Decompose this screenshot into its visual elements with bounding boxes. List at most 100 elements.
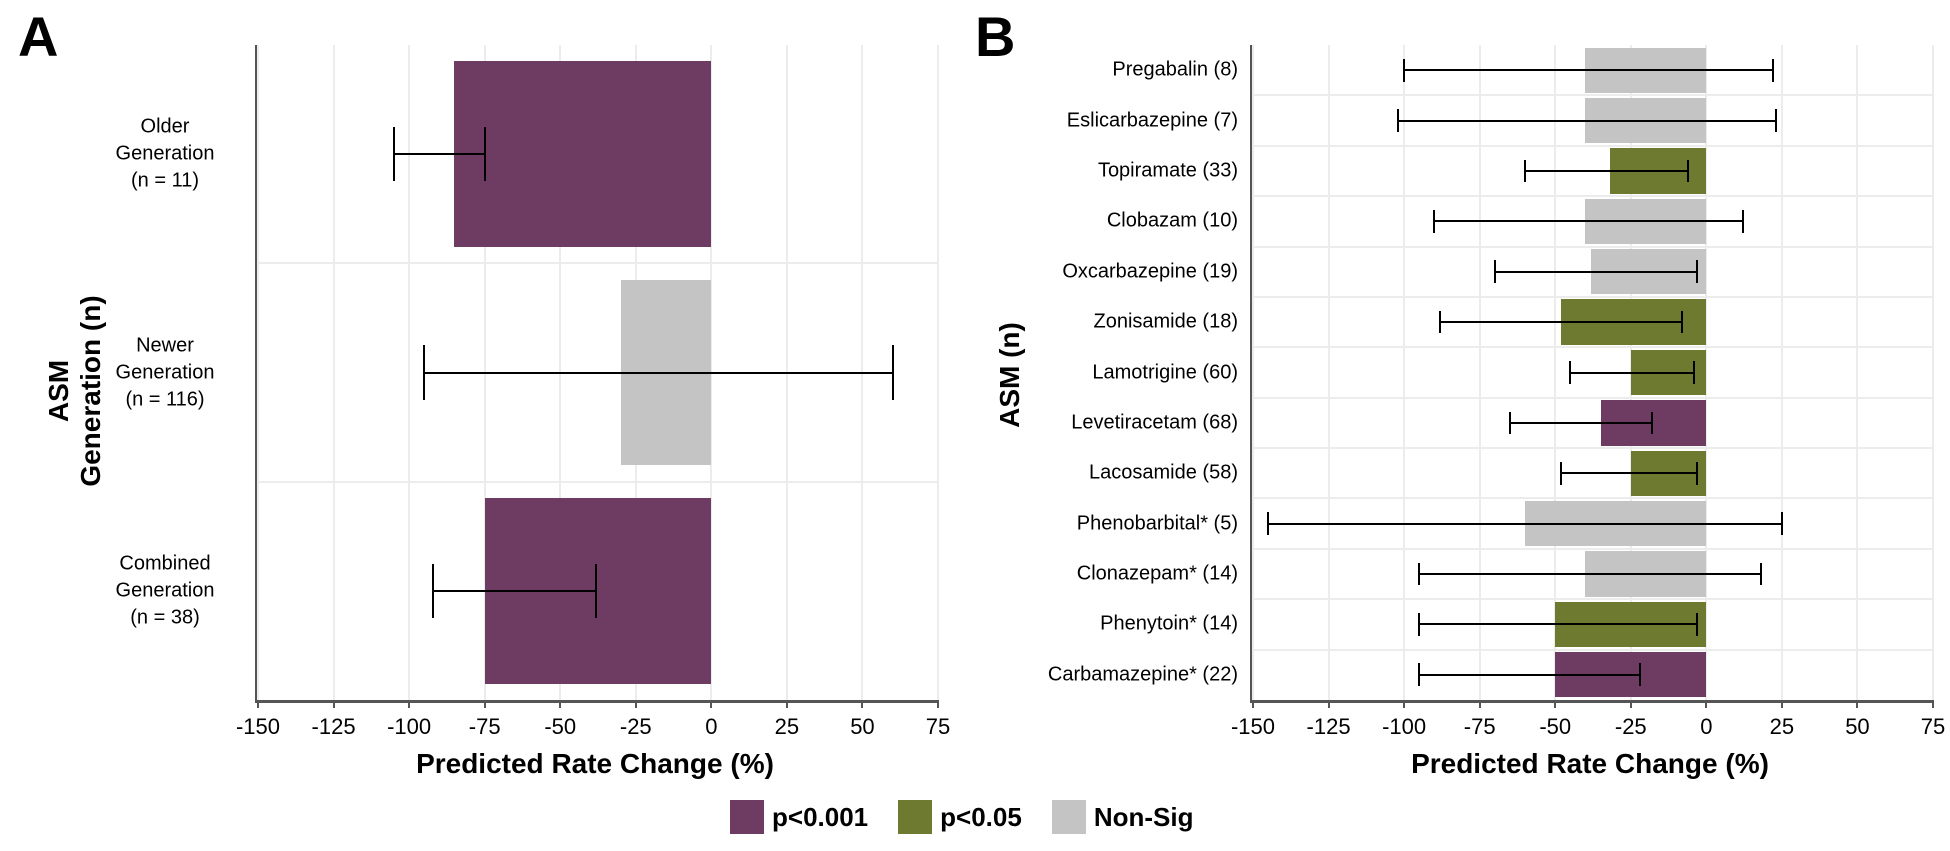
y-label: Clonazepam* (14) [1038, 563, 1238, 586]
gridline [1403, 45, 1405, 700]
y-label: Oxcarbazepine (19) [1038, 260, 1238, 283]
error-cap [393, 127, 395, 182]
y-label: NewerGeneration(n = 116) [95, 332, 235, 413]
error-cap [1681, 311, 1683, 334]
error-cap [1775, 109, 1777, 132]
error-bar [1419, 573, 1761, 575]
legend-label: p<0.001 [772, 802, 868, 833]
error-cap [1781, 512, 1783, 535]
gridline [1932, 45, 1934, 700]
figure: A B -150-125-100-75-50-250255075 -150-12… [0, 0, 1950, 851]
legend-item: Non-Sig [1052, 800, 1194, 834]
error-cap [432, 564, 434, 619]
error-cap [1696, 462, 1698, 485]
gridline [1253, 94, 1933, 96]
tick [1932, 700, 1934, 708]
xtick-label: -75 [1464, 714, 1496, 740]
gridline [1781, 45, 1783, 700]
xtick-label: -100 [1382, 714, 1426, 740]
y-label: Phenobarbital* (5) [1038, 512, 1238, 535]
error-cap [423, 345, 425, 400]
gridline [1253, 447, 1933, 449]
y-label: Eslicarbazepine (7) [1038, 109, 1238, 132]
tick [1328, 700, 1330, 708]
gridline [333, 45, 335, 700]
gridline [1253, 649, 1933, 651]
error-bar [1419, 623, 1697, 625]
error-cap [1651, 412, 1653, 435]
panel-a-plot: -150-125-100-75-50-250255075 [255, 45, 938, 703]
gridline [937, 45, 939, 700]
error-bar [1561, 472, 1697, 474]
tick [1554, 700, 1556, 708]
gridline [1253, 598, 1933, 600]
gridline [1253, 296, 1933, 298]
error-bar [1404, 69, 1773, 71]
y-label: Topiramate (33) [1038, 159, 1238, 182]
tick [1403, 700, 1405, 708]
error-bar [1398, 120, 1776, 122]
error-cap [1639, 663, 1641, 686]
y-label: OlderGeneration(n = 11) [95, 114, 235, 195]
legend-item: p<0.001 [730, 800, 868, 834]
tick [937, 700, 939, 708]
gridline [1328, 45, 1330, 700]
error-cap [1569, 361, 1571, 384]
gridline [1856, 45, 1858, 700]
error-cap [1696, 613, 1698, 636]
y-label: Lamotrigine (60) [1038, 361, 1238, 384]
error-cap [1772, 59, 1774, 82]
tick [257, 700, 259, 708]
tick [1252, 700, 1254, 708]
tick [861, 700, 863, 708]
tick [786, 700, 788, 708]
error-bar [1268, 523, 1782, 525]
legend-item: p<0.05 [898, 800, 1022, 834]
error-cap [1760, 563, 1762, 586]
y-label: Phenytoin* (14) [1038, 613, 1238, 636]
error-cap [1433, 210, 1435, 233]
y-label: Levetiracetam (68) [1038, 411, 1238, 434]
error-cap [1693, 361, 1695, 384]
gridline [1253, 346, 1933, 348]
xtick-label: 50 [850, 714, 874, 740]
gridline [1253, 548, 1933, 550]
error-cap [1687, 160, 1689, 183]
error-cap [1696, 260, 1698, 283]
xtick-label: -150 [236, 714, 280, 740]
error-cap [484, 127, 486, 182]
error-cap [595, 564, 597, 619]
tick [559, 700, 561, 708]
error-bar [394, 153, 485, 155]
gridline [408, 45, 410, 700]
legend-swatch [730, 800, 764, 834]
legend-swatch [898, 800, 932, 834]
xtick-label: -125 [1307, 714, 1351, 740]
legend-swatch [1052, 800, 1086, 834]
error-cap [892, 345, 894, 400]
xtick-label: 75 [926, 714, 950, 740]
gridline [257, 45, 259, 700]
tick [408, 700, 410, 708]
xtick-label: 0 [705, 714, 717, 740]
error-bar [424, 372, 892, 374]
error-cap [1494, 260, 1496, 283]
error-cap [1418, 613, 1420, 636]
tick [1630, 700, 1632, 708]
xtick-label: -150 [1231, 714, 1275, 740]
error-bar [1495, 271, 1697, 273]
error-cap [1509, 412, 1511, 435]
error-bar [1440, 321, 1682, 323]
xtick-label: 25 [1770, 714, 1794, 740]
gridline [258, 481, 938, 483]
tick [635, 700, 637, 708]
y-label: Zonisamide (18) [1038, 311, 1238, 334]
y-axis-title: ASM (n) [994, 275, 1026, 475]
panel-label-a: A [18, 4, 58, 69]
xtick-label: 0 [1700, 714, 1712, 740]
error-cap [1524, 160, 1526, 183]
gridline [1253, 145, 1933, 147]
error-bar [433, 590, 596, 592]
y-label: CombinedGeneration(n = 38) [95, 550, 235, 631]
tick [333, 700, 335, 708]
